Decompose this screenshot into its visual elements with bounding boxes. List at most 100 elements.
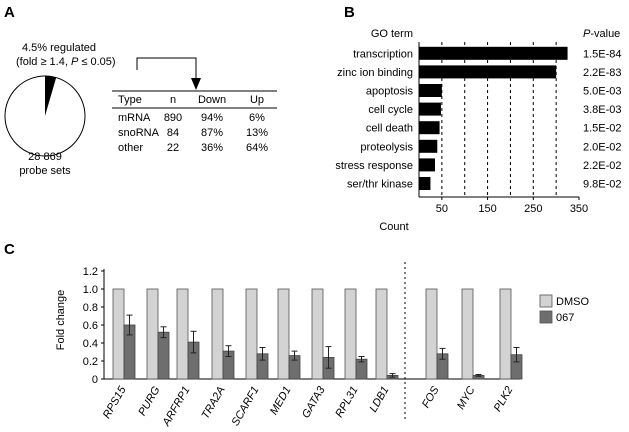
go-pvalue: 2.2E-83 [583,67,622,79]
pointer-arrowhead [191,78,201,90]
go-x-tick-label: 50 [436,203,448,215]
go-term-header: GO term [371,28,413,40]
criteria-p: P [71,56,79,68]
fold-y-tick-label: 0.4 [83,338,98,350]
go-pvalue: 2.0E-02 [583,141,622,153]
table-cell: 22 [167,142,179,154]
table-cell: 87% [201,127,223,139]
gene-label: TRA2A [199,385,227,422]
regulated-label: 4.5% regulated [22,42,96,54]
criteria-pre: (fold ≥ 1.4, [16,56,71,68]
gene-label: MED1 [268,385,294,417]
fold-y-tick-label: 0.2 [83,356,98,368]
dmso-bar [146,288,159,380]
go-pvalue: 1.5E-02 [583,123,622,135]
dmso-bar [112,288,125,380]
go-bar [419,102,441,116]
dmso-bar [311,288,324,380]
go-bar [419,121,440,135]
table-header-type: Type [118,94,142,106]
pvalue-header-p: P [583,28,591,40]
fold-y-tick-label: 1.0 [83,284,98,296]
dmso-bar [211,288,224,380]
fold-change-ylabel: Fold change [55,290,67,351]
gene-label: FOS [420,384,442,410]
regulated-slice [45,76,57,116]
fold-y-tick-label: 0.8 [83,302,98,314]
pointer-line [136,57,197,80]
fold-y-tick-label: 0.6 [83,320,98,332]
go-bar [419,46,568,60]
go-pvalue: 3.8E-03 [583,104,622,116]
dmso-bar [344,288,357,380]
gene-label: PURG [136,384,163,418]
go-pvalue: 1.5E-84 [583,48,622,60]
table-cell: other [118,142,143,154]
go-term-label: ser/thr kinase [347,179,413,191]
go-term-label: zinc ion binding [337,67,413,79]
gene-label: PLK2 [492,385,516,414]
go-pvalue: 2.2E-02 [583,160,622,172]
gene-label: SCARF1 [230,385,262,429]
dmso-bar [277,288,290,380]
table-cell: snoRNA [118,127,160,139]
go-xlabel: Count [379,221,408,233]
dmso-bar [499,288,512,380]
table-header-n: n [170,94,176,106]
gene-label: LDB1 [367,385,391,415]
fold-y-tick-label: 1.2 [83,266,98,278]
go-pvalue: 9.8E-02 [583,179,622,191]
go-bar [419,177,431,190]
go-term-label: apoptosis [366,86,414,98]
pie-count: 28 869 [28,151,62,163]
pvalue-header: P-value [583,28,620,40]
dmso-bar [176,288,189,380]
legend-swatch [539,294,553,308]
table-cell: mRNA [118,112,151,124]
go-term-label: transcription [353,48,413,60]
go-x-tick-label: 150 [478,203,496,215]
table-cell: 6% [249,112,265,124]
criteria-post: ≤ 0.05) [78,56,115,68]
gene-label: RPS15 [101,384,129,421]
regulation-table: Type n Down Up mRNA 890 94% 6% snoRNA 84… [112,90,277,154]
go-term-label: cell death [366,123,413,135]
legend-label: DMSO [556,296,589,308]
dmso-bar [425,288,438,380]
legend-label: 067 [556,312,574,324]
treatment-bar [157,331,170,380]
gene-label: GATA3 [300,384,328,421]
panel-a-letter: A [4,4,15,21]
table-cell: 94% [201,112,223,124]
dmso-bar [461,288,474,380]
go-bar [419,139,438,153]
go-x-tick-label: 350 [570,203,588,215]
regulated-criteria: (fold ≥ 1.4, P ≤ 0.05) [16,56,116,68]
fold-y-tick-label: 0 [92,374,98,386]
gene-label: MYC [455,384,478,411]
panel-b-letter: B [344,4,355,21]
go-bar [419,84,442,97]
table-cell: 13% [246,127,268,139]
dmso-bar [375,288,388,380]
go-term-bar-chart: transcription 1.5E-84 zinc ion binding 2.2E… [335,42,622,215]
pie-label: probe sets [19,165,71,177]
go-term-label: stress response [335,160,413,172]
pvalue-header-rest: -value [590,28,620,40]
go-term-label: proteolysis [360,141,413,153]
table-cell: 84 [167,127,179,139]
go-bar [419,65,557,79]
go-bar [419,158,435,172]
go-pvalue: 5.0E-03 [583,86,622,98]
gene-label: RPL31 [333,385,360,420]
table-cell: 890 [164,112,182,124]
table-cell: 36% [201,142,223,154]
panel-c-letter: C [4,241,15,258]
table-header-down: Down [198,94,226,106]
table-header-up: Up [250,94,264,106]
go-term-label: cell cycle [368,104,413,116]
legend-swatch [539,310,553,324]
go-x-tick-label: 250 [524,203,542,215]
